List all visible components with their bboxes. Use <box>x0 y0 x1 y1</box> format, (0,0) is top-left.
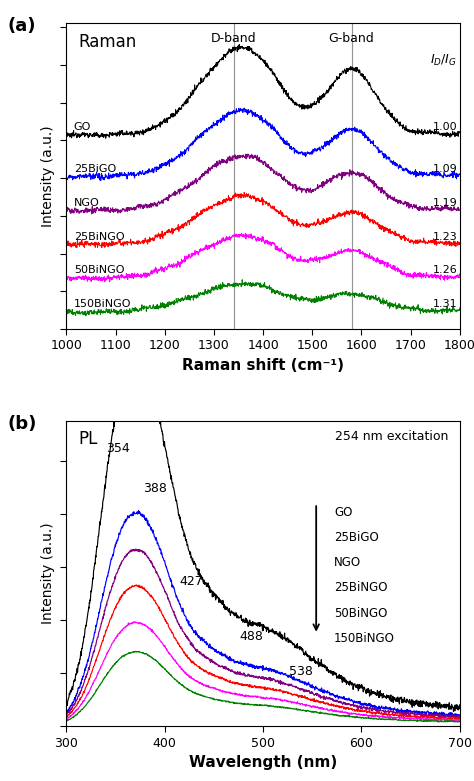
Text: D-band: D-band <box>211 32 256 45</box>
Y-axis label: Intensity (a.u.): Intensity (a.u.) <box>41 522 55 624</box>
Text: GO: GO <box>74 122 91 132</box>
Text: (b): (b) <box>8 415 36 433</box>
Text: GO: GO <box>334 506 352 519</box>
Text: 25BiNGO: 25BiNGO <box>74 231 124 241</box>
Text: $I_D/I_G$: $I_D/I_G$ <box>430 52 457 68</box>
Y-axis label: Intensity (a.u.): Intensity (a.u.) <box>41 126 55 227</box>
Text: 354: 354 <box>106 442 129 455</box>
Text: NGO: NGO <box>74 198 100 208</box>
Text: 427: 427 <box>179 575 203 588</box>
Text: 254 nm excitation: 254 nm excitation <box>335 430 448 443</box>
Text: 25BiGO: 25BiGO <box>74 163 116 173</box>
Text: 50BiNGO: 50BiNGO <box>74 266 124 276</box>
Text: 1.00: 1.00 <box>433 122 457 132</box>
Text: 150BiNGO: 150BiNGO <box>334 632 395 644</box>
X-axis label: Raman shift (cm⁻¹): Raman shift (cm⁻¹) <box>182 358 344 373</box>
Text: 25BiNGO: 25BiNGO <box>334 582 387 594</box>
Text: 388: 388 <box>143 482 167 495</box>
Text: 1.26: 1.26 <box>433 266 457 276</box>
Text: 150BiNGO: 150BiNGO <box>74 299 131 309</box>
Text: NGO: NGO <box>334 556 361 569</box>
Text: 1.19: 1.19 <box>433 198 457 208</box>
X-axis label: Wavelength (nm): Wavelength (nm) <box>189 755 337 770</box>
Text: 488: 488 <box>239 629 263 643</box>
Text: 50BiNGO: 50BiNGO <box>334 607 387 619</box>
Text: 538: 538 <box>289 665 312 679</box>
Text: 25BiGO: 25BiGO <box>334 531 379 544</box>
Text: (a): (a) <box>8 17 36 35</box>
Text: 1.09: 1.09 <box>433 163 457 173</box>
Text: PL: PL <box>78 430 98 448</box>
Text: Raman: Raman <box>78 33 137 51</box>
Text: 1.31: 1.31 <box>433 299 457 309</box>
Text: 1.23: 1.23 <box>433 231 457 241</box>
Text: G-band: G-band <box>328 32 374 45</box>
